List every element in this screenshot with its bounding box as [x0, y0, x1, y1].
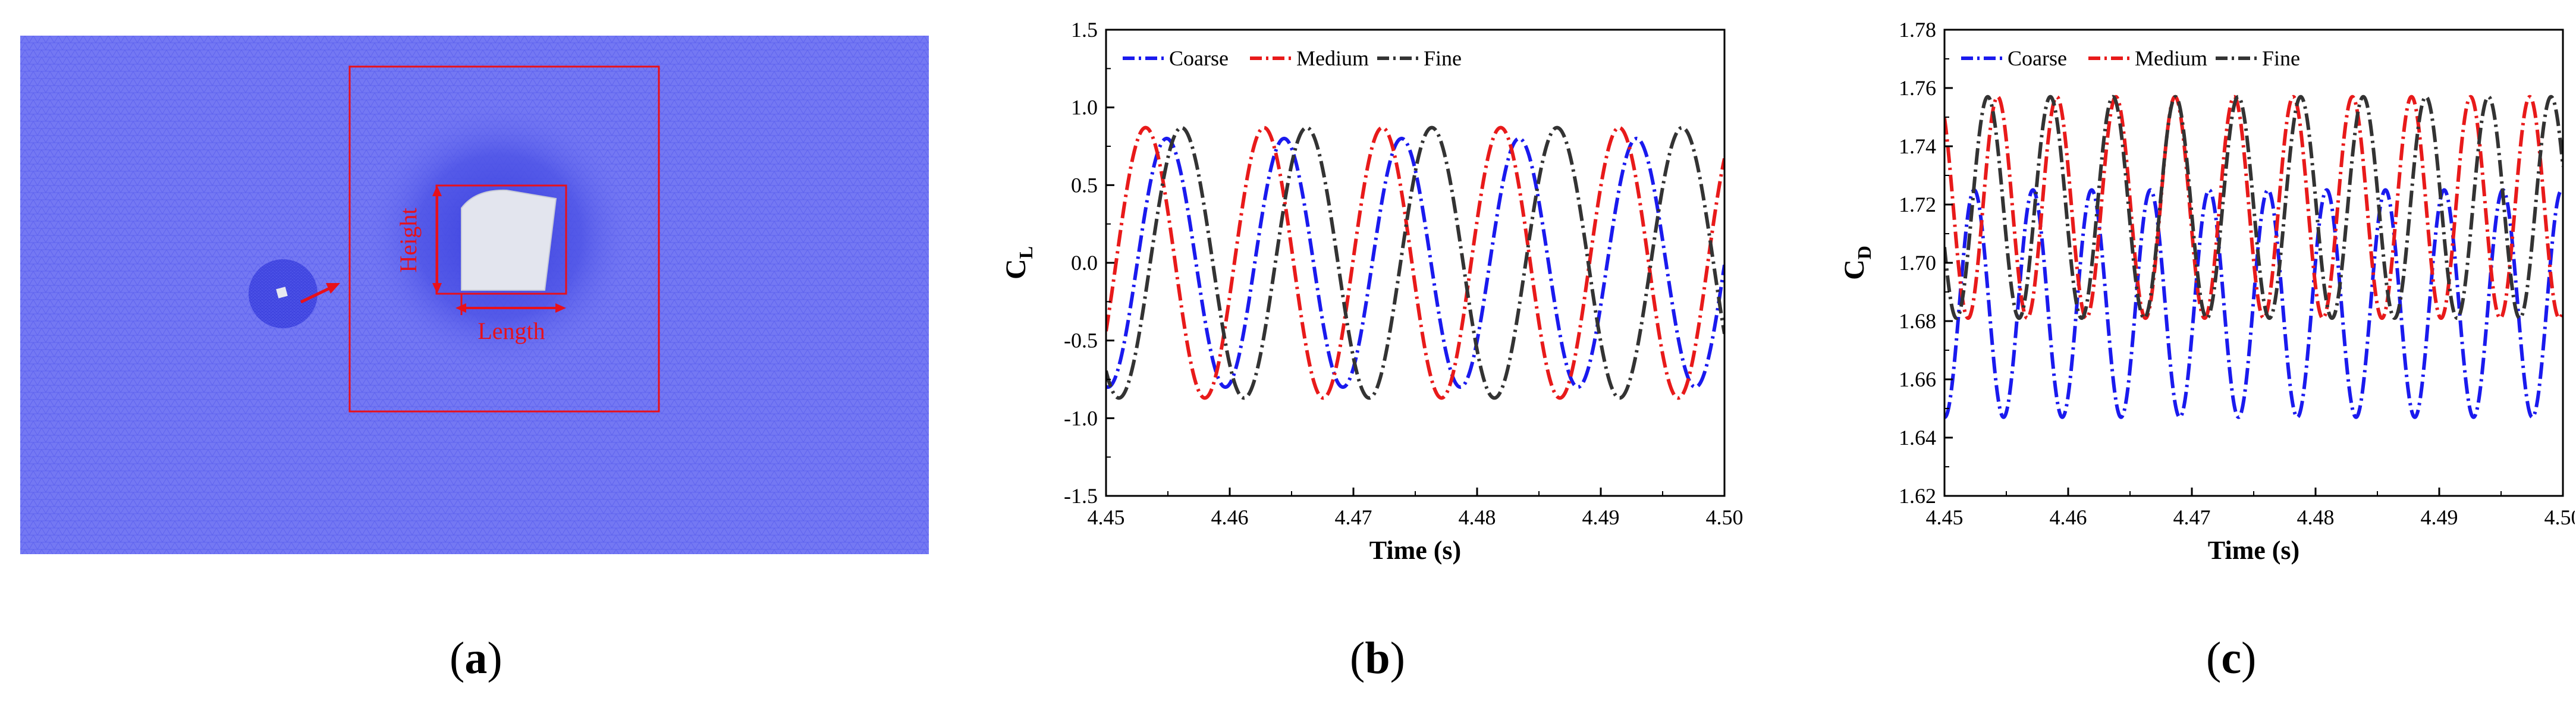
legend-label-fine: Fine: [2262, 46, 2300, 70]
legend-label-coarse: Coarse: [1169, 46, 1229, 70]
drag-coefficient-chart: 4.45 4.46 4.47 4.48 4.49 4.50 1.62 1.64 1.66 1.68…: [1839, 18, 2576, 565]
caption-b: (b): [1350, 633, 1405, 683]
x-axis-label: Time (s): [2208, 536, 2299, 565]
length-label: Length: [477, 318, 545, 344]
series-line-medium: [1106, 125, 1724, 400]
plot-frame: [1943, 29, 2564, 497]
y-tick-label: 1.62: [1899, 484, 1936, 508]
series-line-coarse: [1944, 188, 2563, 419]
height-dimension: [432, 186, 442, 294]
x-tick-label: 4.49: [1582, 505, 1620, 529]
caption-a: (a): [450, 633, 502, 683]
legend-label-fine: Fine: [1424, 46, 1462, 70]
y-tick-label: 1.70: [1899, 251, 1936, 275]
small-body: [276, 287, 288, 298]
height-label: Height: [395, 208, 422, 273]
y-tick-label: -1.0: [1064, 406, 1098, 430]
panel-a-mesh-figure: Height Length (a): [0, 0, 951, 701]
x-tick-label: 4.47: [1335, 505, 1372, 529]
series-line-fine: [1944, 95, 2563, 320]
y-tick-label: 1.76: [1899, 76, 1936, 100]
y-tick-label: 1.78: [1899, 18, 1936, 42]
legend-label-coarse: Coarse: [2008, 46, 2067, 70]
x-tick-label: 4.45: [1926, 505, 1964, 529]
x-tick-label: 4.49: [2421, 505, 2458, 529]
x-tick-label: 4.46: [2050, 505, 2087, 529]
lift-coefficient-chart: 4.45 4.46 4.47 4.48 4.49 4.50 -1.5 -1.0 -0.5 0.0 0…: [1000, 18, 1743, 565]
legend-label-medium: Medium: [1296, 46, 1369, 70]
x-tick-label: 4.50: [1706, 505, 1743, 529]
y-tick-label: 0.0: [1071, 251, 1098, 275]
zoom-box: [348, 65, 660, 413]
y-tick-label: 1.74: [1899, 134, 1936, 158]
panel-b-lift-chart: 4.45 4.46 4.47 4.48 4.49 4.50 -1.5 -1.0 -0.5 0.0 0…: [963, 0, 1754, 701]
y-tick-label: 1.64: [1899, 426, 1936, 450]
caption-c: (c): [2206, 633, 2257, 683]
y-tick-label: 1.72: [1899, 193, 1936, 216]
y-tick-label: -1.5: [1064, 484, 1098, 508]
x-tick-label: 4.48: [2297, 505, 2335, 529]
series-line-coarse: [1106, 136, 1724, 389]
x-axis-label: Time (s): [1369, 536, 1461, 565]
y-tick-label: 1.5: [1071, 18, 1098, 42]
y-axis-label: CL: [1000, 246, 1036, 279]
x-tick-label: 4.50: [2544, 505, 2575, 529]
bluff-body: [461, 189, 557, 291]
series-line-fine: [1106, 125, 1724, 400]
y-tick-label: 1.66: [1899, 367, 1936, 391]
x-tick-label: 4.46: [1211, 505, 1249, 529]
x-tick-label: 4.45: [1088, 505, 1125, 529]
x-tick-label: 4.47: [2173, 505, 2211, 529]
length-dimension: [455, 294, 566, 315]
zoom-arrow: [300, 283, 340, 304]
y-tick-label: -0.5: [1064, 329, 1098, 353]
y-tick-label: 1.0: [1071, 96, 1098, 120]
plot-frame: [1105, 29, 1726, 497]
x-tick-label: 4.48: [1459, 505, 1496, 529]
legend-label-medium: Medium: [2135, 46, 2207, 70]
y-tick-label: 1.68: [1899, 309, 1936, 333]
panel-c-drag-chart: 4.45 4.46 4.47 4.48 4.49 4.50 1.62 1.64 1.66 1.68…: [1802, 0, 2576, 701]
y-tick-label: 0.5: [1071, 173, 1098, 197]
series-line-medium: [1944, 95, 2563, 320]
mesh-image: Height Length: [20, 36, 929, 554]
y-axis-label: CD: [1839, 246, 1875, 280]
